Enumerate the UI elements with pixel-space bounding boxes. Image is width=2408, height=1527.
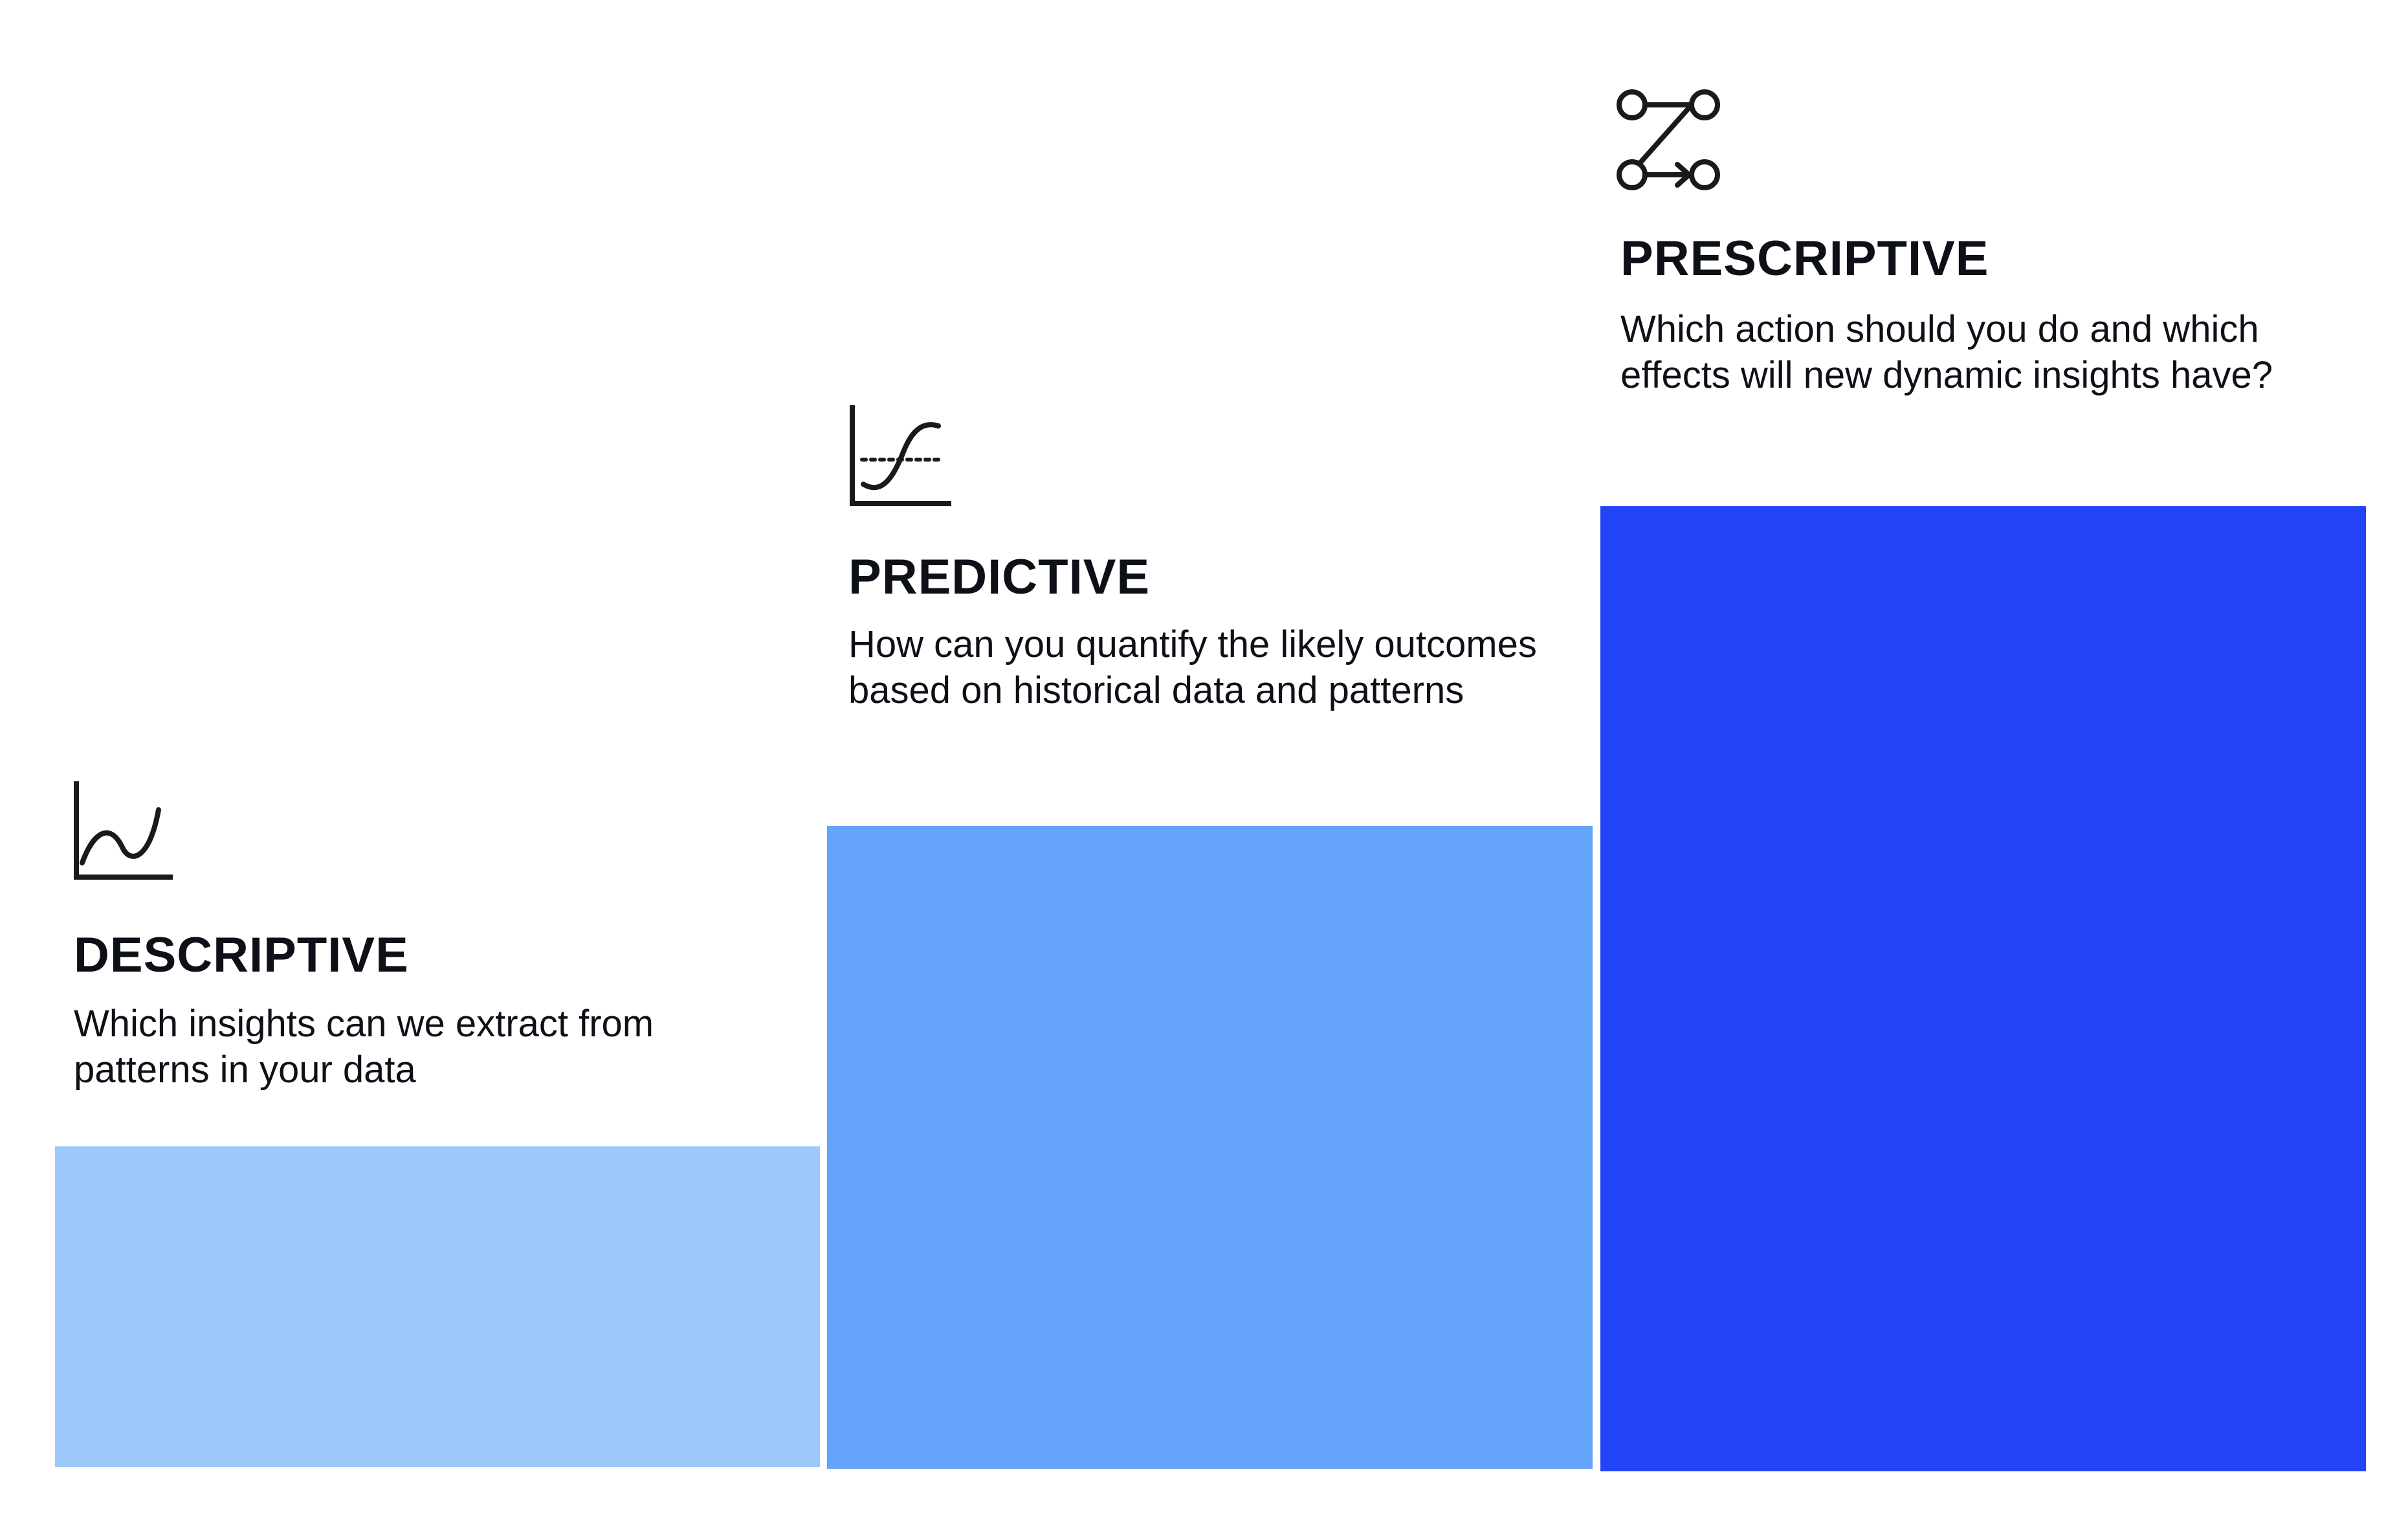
trend-line-chart-icon [73, 780, 174, 881]
decision-path-icon [1614, 84, 1723, 194]
step-title: DESCRIPTIVE [74, 928, 409, 983]
step-title: PRESCRIPTIVE [1620, 231, 1989, 286]
step-description: Which insights can we extract from patte… [74, 1003, 654, 1091]
forecast-curve-chart-icon [849, 404, 953, 507]
step-description: How can you quantify the likely outcomes… [848, 623, 1537, 711]
step-bar-predictive [827, 826, 1593, 1469]
step-bar-descriptive [55, 1146, 820, 1467]
step-bar-prescriptive [1600, 506, 2366, 1471]
step-description: Which action should you do and which eff… [1620, 308, 2273, 396]
step-title: PREDICTIVE [848, 550, 1151, 605]
